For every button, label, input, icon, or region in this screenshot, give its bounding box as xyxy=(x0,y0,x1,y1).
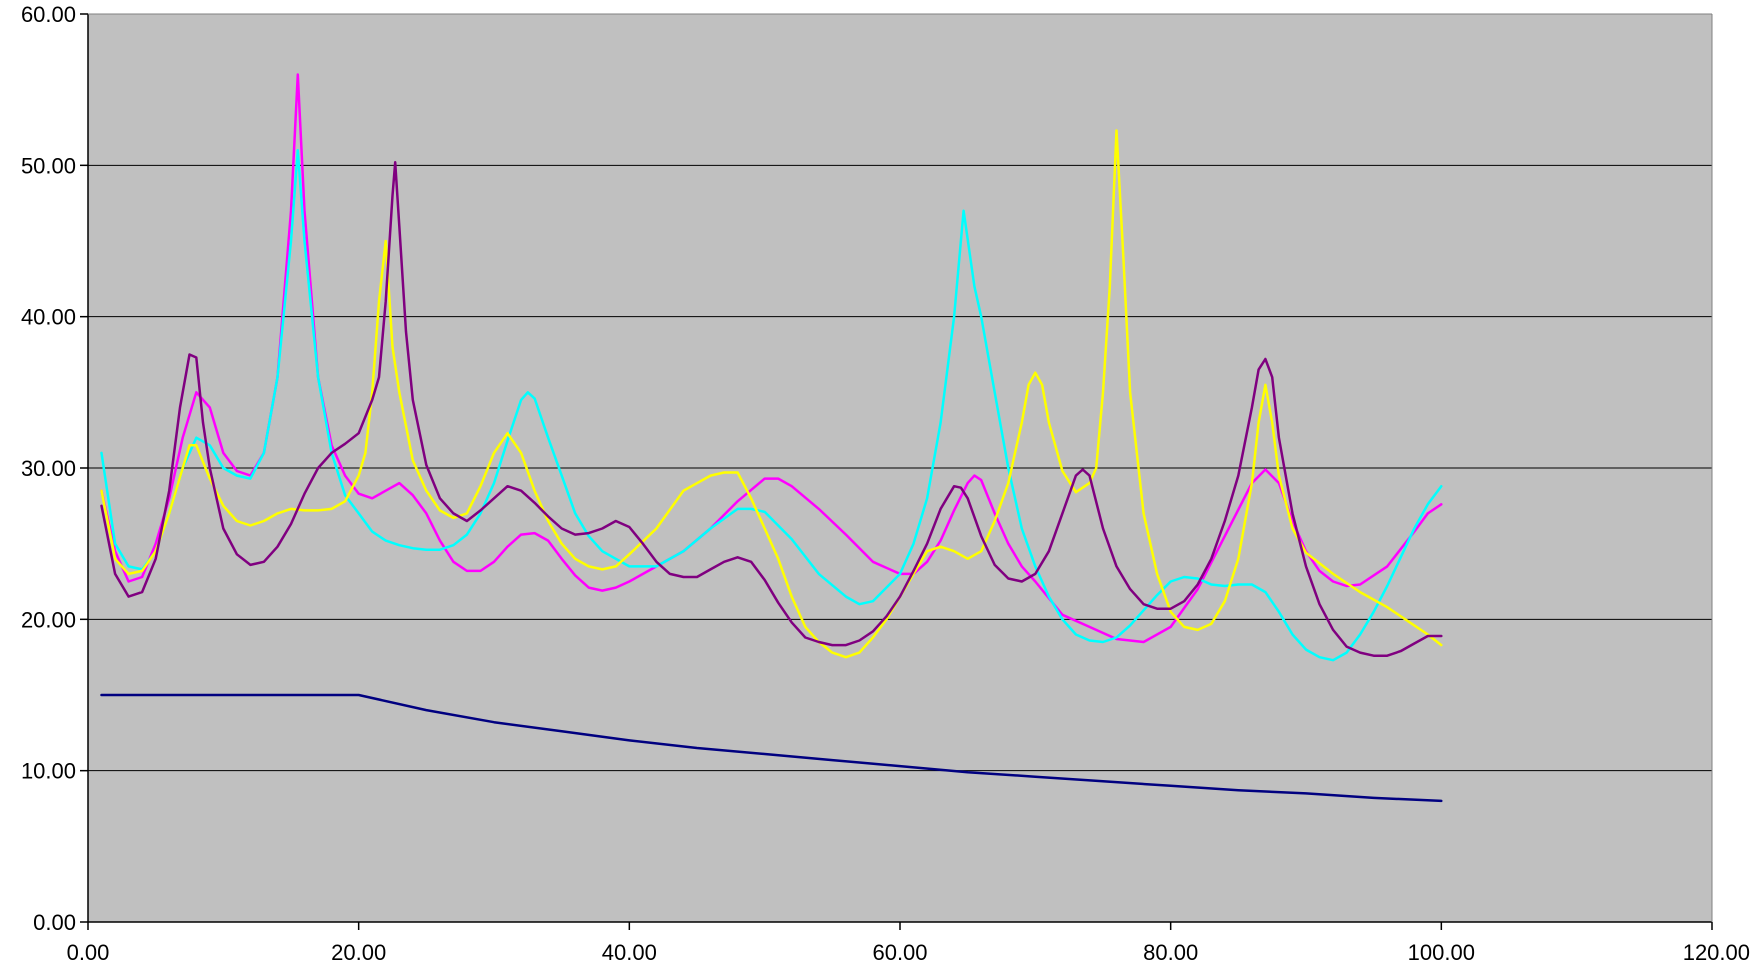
series-line-3 xyxy=(100,129,1443,659)
y-tick-label: 10.00 xyxy=(21,759,76,784)
x-tick-label: 120.00 xyxy=(1683,940,1750,965)
x-tick-label: 40.00 xyxy=(602,940,657,965)
y-tick-label: 0.00 xyxy=(33,910,76,935)
y-tick-label: 30.00 xyxy=(21,456,76,481)
series-line-4 xyxy=(100,161,1443,657)
x-tick-label: 20.00 xyxy=(331,940,386,965)
tick-labels: 0.00 10.00 20.00 30.00 40.00 50.00 60.00 0.00 20… xyxy=(21,2,1750,965)
y-tick-label: 40.00 xyxy=(21,305,76,330)
series-line-5 xyxy=(100,693,1443,803)
x-tick-label: 80.00 xyxy=(1143,940,1198,965)
x-tick-label: 60.00 xyxy=(872,940,927,965)
series-lines xyxy=(100,73,1443,803)
y-tick-label: 50.00 xyxy=(21,153,76,178)
x-tick-label: 100.00 xyxy=(1408,940,1475,965)
y-tick-label: 20.00 xyxy=(21,607,76,632)
x-tick-label: 0.00 xyxy=(67,940,110,965)
axes xyxy=(80,13,1713,930)
y-tick-label: 60.00 xyxy=(21,2,76,27)
